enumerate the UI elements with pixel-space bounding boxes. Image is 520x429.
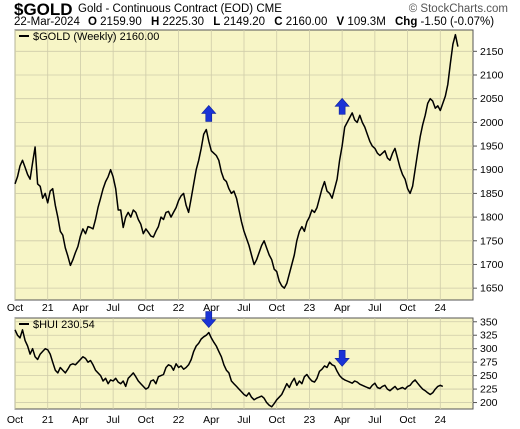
open-value: 2159.90 [100,16,142,28]
lower-x-tick-label: Oct [269,414,285,426]
upper-y-tick-label: 1900 [480,164,504,176]
upper-x-tick-label: 21 [42,302,54,314]
change-value: -1.50 (-0.07%) [420,16,495,28]
lower-x-tick-label: 24 [434,414,446,426]
upper-x-tick-label: Jul [237,302,250,314]
lower-x-tick-label: 21 [42,414,54,426]
quote-date: 22-Mar-2024 [14,16,80,28]
upper-y-tick-label: 2100 [480,70,504,82]
upper-x-tick-label: Jul [106,302,119,314]
upper-x-tick-label: Oct [399,302,415,314]
upper-x-tick-label: Oct [7,302,23,314]
high-value: 2225.30 [162,16,205,28]
close-key: C [274,16,283,28]
upper-x-tick-label: Jul [368,302,381,314]
upper-x-tick-label: Oct [269,302,285,314]
upper-x-tick-label: 23 [304,302,316,314]
low-key: L [213,16,221,28]
symbol-title: $GOLD [14,0,73,19]
low-value: 2149.20 [223,16,266,28]
upper-y-tick-label: 1650 [480,283,504,295]
change-key: Chg [394,16,418,28]
upper-series-line [14,33,459,289]
lower-x-tick-label: Oct [399,414,415,426]
lower-x-tick-label: Jul [106,414,119,426]
lower-x-tick-label: Jul [237,414,250,426]
volume-value: 109.3M [347,16,386,28]
lower-x-tick-label: Apr [203,414,220,426]
lower-y-tick-label: 225 [480,384,498,396]
lower-y-tick-label: 275 [480,357,498,369]
upper-y-tick-label: 1850 [480,188,504,200]
upper-x-tick-label: Apr [334,302,351,314]
upper-y-tick-label: 1800 [480,212,504,224]
exchange-code: CME [256,3,282,15]
lower-down-arrow-marker [334,350,350,367]
instrument-name: Gold - Continuous Contract (EOD) CME [78,3,282,15]
upper-x-tick-label: Apr [72,302,89,314]
upper-legend-label: $GOLD (Weekly) 2160.00 [33,31,159,43]
close-value: 2160.00 [285,16,328,28]
instrument-description: Gold - Continuous Contract (EOD) [78,3,254,15]
lower-y-tick-label: 250 [480,370,498,382]
upper-y-tick-label: 2000 [480,117,504,129]
upper-x-tick-label: Apr [203,302,220,314]
upper-y-tick-label: 1700 [480,259,504,271]
brand-label: © StockCharts.com [408,3,508,15]
upper-x-tick-label: 24 [434,302,446,314]
lower-x-tick-label: Jul [368,414,381,426]
lower-y-tick-label: 200 [480,397,498,409]
upper-x-tick-label: Oct [138,302,154,314]
lower-legend-label: $HUI 230.54 [33,319,95,331]
upper-y-tick-label: 1950 [480,141,504,153]
lower-x-tick-label: 22 [173,414,185,426]
upper-up-arrow-marker [201,105,217,122]
lower-x-tick-label: Oct [7,414,23,426]
lower-y-tick-label: 300 [480,343,498,355]
lower-series-line [14,329,444,408]
volume-key: V [336,16,345,28]
lower-down-arrow-marker [201,311,217,328]
lower-x-tick-label: Apr [72,414,89,426]
lower-x-tick-label: Apr [334,414,351,426]
lower-x-tick-label: Oct [138,414,154,426]
upper-y-tick-label: 1750 [480,235,504,247]
upper-y-tick-label: 2150 [480,46,504,58]
high-key: H [150,16,160,28]
upper-y-tick-label: 2050 [480,93,504,105]
lower-y-tick-label: 325 [480,330,498,342]
lower-y-tick-label: 350 [480,316,498,328]
lower-x-tick-label: 23 [304,414,316,426]
upper-up-arrow-marker [334,97,350,115]
upper-x-tick-label: 22 [173,302,185,314]
quote-summary: O 2159.90 H 2225.30 L 2149.20 C 2160.00 … [88,16,494,28]
open-key: O [88,16,97,28]
